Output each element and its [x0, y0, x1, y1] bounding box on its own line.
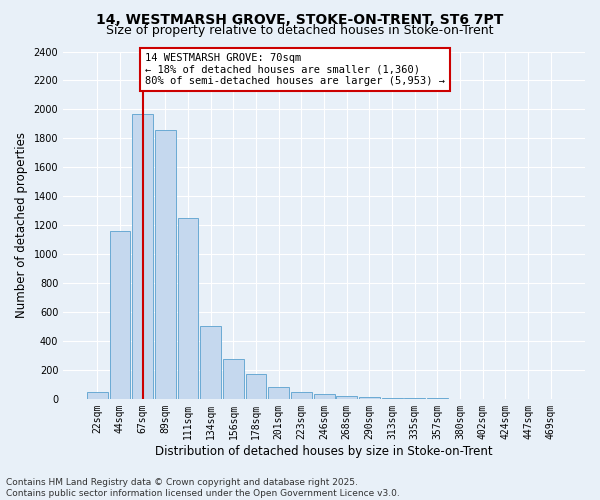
Bar: [87, 392, 108, 399]
Text: 14 WESTMARSH GROVE: 70sqm
← 18% of detached houses are smaller (1,360)
80% of se: 14 WESTMARSH GROVE: 70sqm ← 18% of detac…: [145, 53, 445, 86]
Bar: [245, 374, 266, 399]
Y-axis label: Number of detached properties: Number of detached properties: [15, 132, 28, 318]
X-axis label: Distribution of detached houses by size in Stoke-on-Trent: Distribution of detached houses by size …: [155, 444, 493, 458]
Bar: [291, 392, 312, 399]
Bar: [404, 398, 425, 399]
Bar: [314, 394, 335, 399]
Bar: [155, 130, 176, 399]
Bar: [359, 397, 380, 399]
Text: Size of property relative to detached houses in Stoke-on-Trent: Size of property relative to detached ho…: [106, 24, 494, 37]
Bar: [223, 359, 244, 399]
Bar: [110, 231, 130, 399]
Bar: [178, 218, 199, 399]
Bar: [382, 398, 403, 399]
Bar: [337, 396, 357, 399]
Bar: [200, 326, 221, 399]
Bar: [132, 114, 153, 399]
Text: Contains HM Land Registry data © Crown copyright and database right 2025.
Contai: Contains HM Land Registry data © Crown c…: [6, 478, 400, 498]
Bar: [268, 388, 289, 399]
Text: 14, WESTMARSH GROVE, STOKE-ON-TRENT, ST6 7PT: 14, WESTMARSH GROVE, STOKE-ON-TRENT, ST6…: [97, 12, 503, 26]
